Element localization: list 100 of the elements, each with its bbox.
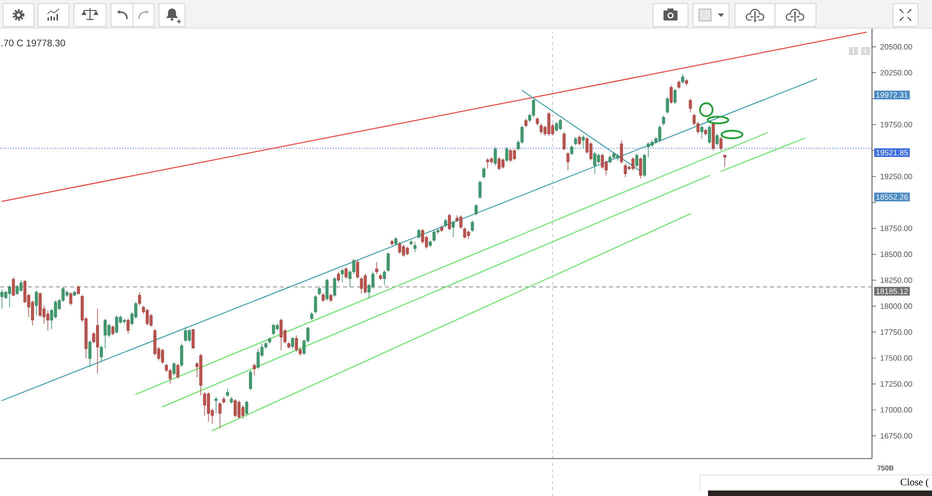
candlestick — [600, 153, 604, 170]
candlestick — [88, 340, 92, 368]
candlestick — [364, 274, 367, 294]
candlestick — [294, 334, 298, 352]
candlestick — [555, 122, 558, 132]
candlestick — [138, 292, 142, 306]
candlestick — [719, 136, 722, 151]
candlestick — [414, 241, 416, 253]
candlestick — [0, 289, 4, 310]
candlestick — [46, 310, 50, 331]
candlestick — [280, 318, 283, 351]
candlestick — [402, 244, 405, 258]
candlestick — [635, 153, 638, 168]
candlestick — [8, 285, 12, 308]
candlestick — [486, 158, 490, 170]
candlestick — [642, 153, 646, 178]
candlestick — [459, 215, 462, 230]
candlestick — [432, 230, 436, 242]
candlestick — [532, 98, 536, 118]
candlestick — [382, 270, 386, 286]
candlestick — [20, 280, 23, 292]
candlestick — [417, 228, 420, 240]
candlestick — [108, 323, 110, 338]
candlestick — [337, 272, 340, 283]
candlestick — [214, 396, 218, 414]
candlestick — [180, 343, 184, 368]
candlestick — [34, 290, 38, 316]
candlestick — [356, 260, 360, 279]
candlestick — [203, 392, 206, 416]
candlestick — [150, 314, 153, 328]
candlestick — [474, 204, 478, 216]
candlestick — [241, 404, 244, 420]
candlestick — [632, 156, 634, 171]
candlestick — [666, 96, 669, 114]
candlestick — [252, 363, 256, 376]
candlestick — [340, 268, 344, 283]
candlestick — [509, 148, 512, 162]
candlestick — [593, 152, 596, 174]
candlestick — [700, 125, 704, 139]
candlestick — [597, 153, 600, 164]
candlestick — [100, 345, 103, 363]
candlestick — [716, 134, 719, 146]
candlestick — [249, 370, 252, 391]
candlestick — [505, 146, 508, 162]
annotation: .70 C 19778.30 — [2, 40, 66, 46]
candlestick — [478, 180, 482, 200]
candlestick — [245, 400, 248, 416]
candlestick — [463, 226, 466, 240]
candlestick — [76, 285, 80, 296]
candlestick — [512, 148, 516, 161]
candlestick — [188, 328, 191, 342]
candlestick — [168, 368, 172, 384]
candlestick — [421, 228, 424, 244]
candlestick — [69, 292, 72, 306]
candlestick — [176, 363, 180, 380]
candlestick — [624, 163, 627, 178]
candlestick — [470, 220, 474, 232]
candlestick — [291, 336, 294, 350]
candlestick — [501, 158, 504, 170]
candlestick — [570, 144, 574, 156]
candlestick — [674, 88, 677, 104]
candlestick — [662, 114, 666, 126]
candlestick — [708, 125, 711, 144]
candlestick — [12, 276, 15, 297]
text: Close ( — [900, 478, 928, 488]
candlestick — [670, 84, 673, 104]
candlestick — [540, 123, 543, 134]
candlestick — [639, 156, 642, 179]
candlestick — [184, 326, 187, 342]
candlestick — [448, 213, 451, 231]
candlestick — [218, 402, 222, 429]
candlestick — [578, 135, 581, 146]
candlestick — [562, 132, 566, 151]
candlestick — [153, 328, 156, 356]
candlestick — [452, 220, 455, 238]
candlestick — [658, 125, 662, 143]
candlestick — [620, 140, 623, 164]
candlestick — [688, 98, 692, 112]
candlestick — [398, 241, 402, 254]
candlestick — [558, 118, 562, 131]
candlestick — [498, 156, 501, 171]
candlestick — [547, 112, 550, 136]
candlestick — [360, 276, 363, 294]
candlestick — [206, 392, 210, 422]
candlestick — [681, 73, 684, 84]
candlestick — [386, 252, 390, 272]
candlestick — [161, 348, 164, 364]
candlestick — [326, 278, 328, 301]
candlestick — [96, 308, 100, 374]
candlestick — [234, 398, 237, 418]
candlestick — [333, 276, 336, 298]
candlestick — [238, 400, 241, 420]
candlestick — [723, 154, 726, 168]
candlestick — [371, 272, 374, 289]
candlestick — [646, 142, 650, 158]
candlestick — [344, 266, 348, 279]
candlestick — [104, 318, 107, 350]
candlestick — [54, 300, 57, 319]
candlestick — [115, 315, 118, 334]
candlestick — [375, 262, 378, 274]
